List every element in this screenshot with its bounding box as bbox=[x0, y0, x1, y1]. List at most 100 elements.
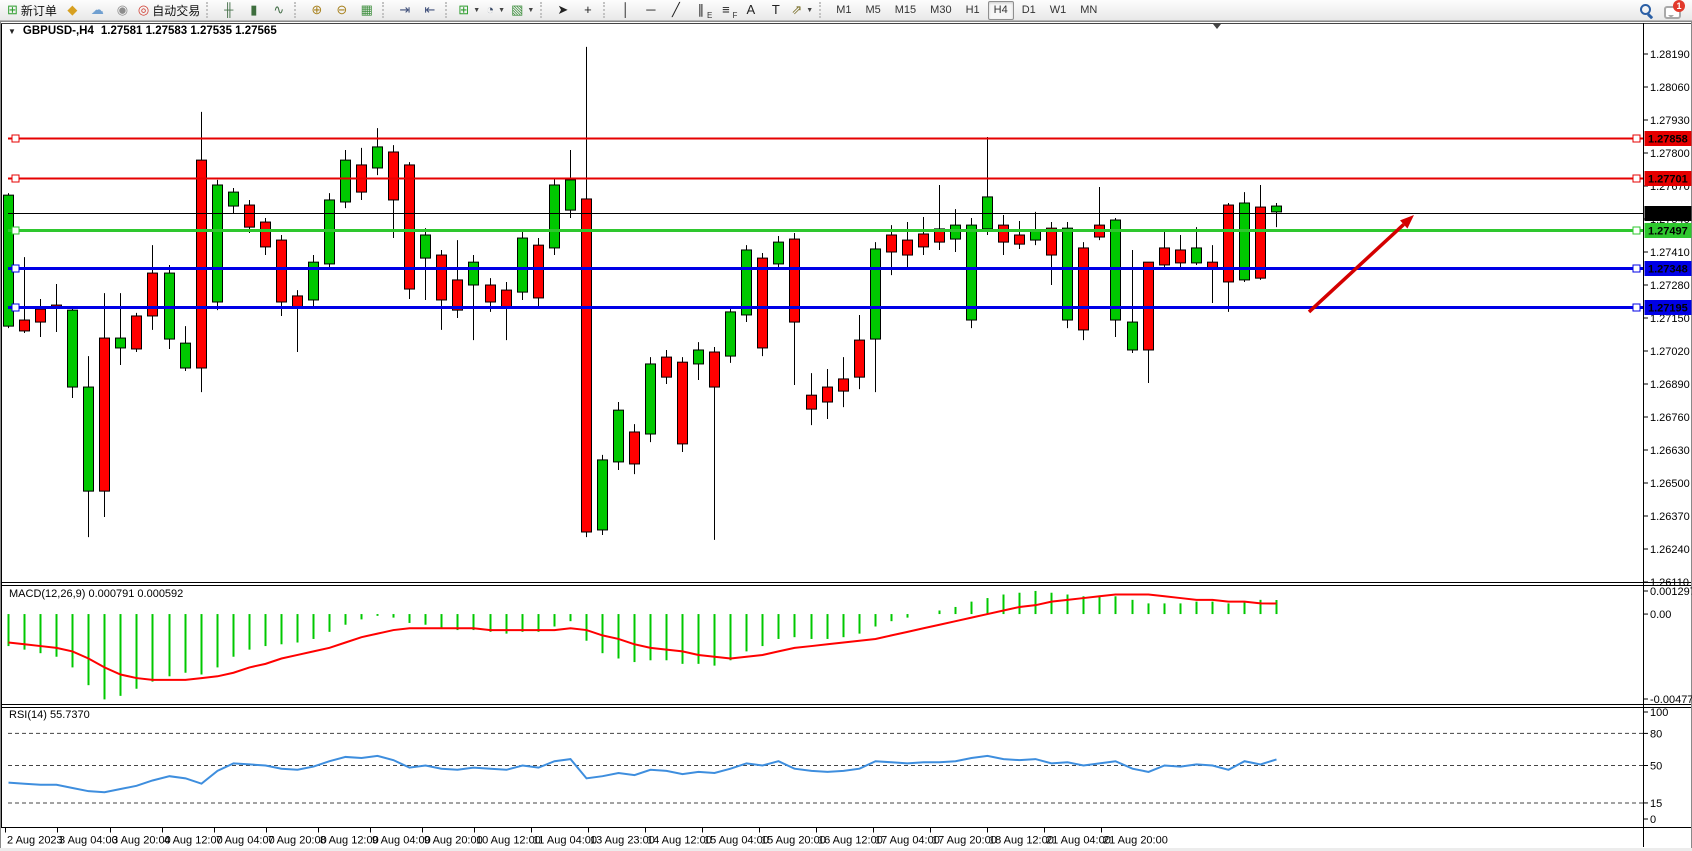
toolbar-separator bbox=[540, 2, 547, 18]
svg-text:0.00: 0.00 bbox=[1650, 609, 1671, 621]
chart-title: ▼ GBPUSD-,H4 1.27581 1.27583 1.27535 1.2… bbox=[8, 25, 277, 37]
svg-text:15: 15 bbox=[1650, 798, 1662, 810]
svg-text:1.27020: 1.27020 bbox=[1650, 346, 1690, 358]
chart-symbol-period: GBPUSD-,H4 bbox=[22, 25, 94, 37]
new-chart-button[interactable]: ⊞ ▼ bbox=[458, 2, 481, 17]
hline-1.27497[interactable]: 1.27497 bbox=[8, 223, 1692, 238]
zoom-in-icon[interactable]: ⊕ bbox=[311, 2, 323, 17]
svg-text:7 Aug 20:00: 7 Aug 20:00 bbox=[268, 835, 327, 847]
timeframe-M30[interactable]: M30 bbox=[930, 4, 952, 16]
chart-shift-icon[interactable]: ⇤ bbox=[424, 2, 436, 17]
svg-text:16 Aug 12:00: 16 Aug 12:00 bbox=[818, 835, 883, 847]
rsi-indicator-label: RSI(14) 55.7370 bbox=[9, 709, 90, 721]
svg-text:1.27150: 1.27150 bbox=[1650, 313, 1690, 325]
hline-1.27195[interactable]: 1.27195 bbox=[8, 300, 1692, 315]
templates-button[interactable]: ▧ ▼ bbox=[511, 2, 535, 17]
search-icon[interactable] bbox=[1638, 2, 1654, 18]
cursor-icon[interactable]: ➤ bbox=[557, 2, 569, 17]
svg-text:21 Aug 20:00: 21 Aug 20:00 bbox=[1103, 835, 1168, 847]
line-chart-icon[interactable]: ∿ bbox=[273, 2, 285, 17]
candles-layer bbox=[3, 46, 1282, 540]
new-order-button-label: 新订单 bbox=[20, 3, 57, 18]
svg-text:1.27410: 1.27410 bbox=[1650, 247, 1690, 259]
dropdown-arrow-icon: ▼ bbox=[473, 6, 481, 14]
tile-windows-icon[interactable]: ▦ bbox=[360, 2, 373, 17]
timeframe-M1[interactable]: M1 bbox=[836, 4, 852, 16]
svg-text:1.28190: 1.28190 bbox=[1650, 49, 1690, 61]
macd-indicator-label: MACD(12,26,9) 0.000791 0.000592 bbox=[9, 588, 184, 600]
svg-text:1.27280: 1.27280 bbox=[1650, 280, 1690, 292]
vertical-line-icon[interactable]: │ bbox=[621, 2, 630, 17]
svg-text:11 Aug 04:00: 11 Aug 04:00 bbox=[533, 835, 597, 847]
svg-text:10 Aug 12:00: 10 Aug 12:00 bbox=[476, 835, 541, 847]
periods-button[interactable]: ◔ ▼ bbox=[486, 2, 506, 17]
horizontal-line-icon[interactable]: ─ bbox=[646, 2, 656, 17]
svg-text:14 Aug 12:00: 14 Aug 12:00 bbox=[647, 835, 712, 847]
trend-arrow[interactable] bbox=[1307, 214, 1414, 314]
chart-canvas[interactable]: 1.281901.280601.279301.278001.276701.275… bbox=[0, 21, 1692, 851]
trendline-icon[interactable]: ╱ bbox=[671, 2, 680, 17]
mql-market-icon[interactable]: ◆ bbox=[67, 2, 78, 17]
rsi-axis[interactable]: 100 80 50 15 0 bbox=[1643, 707, 1668, 826]
text-icon[interactable]: A bbox=[746, 2, 756, 17]
hline-1.27701[interactable]: 1.27701 bbox=[8, 171, 1692, 186]
pane-borders bbox=[0, 21, 1692, 851]
svg-text:15 Aug 20:00: 15 Aug 20:00 bbox=[761, 835, 826, 847]
svg-text:18 Aug 12:00: 18 Aug 12:00 bbox=[989, 835, 1054, 847]
svg-text:8 Aug 12:00: 8 Aug 12:00 bbox=[320, 835, 379, 847]
zoom-out-icon[interactable]: ⊖ bbox=[336, 2, 348, 17]
toolbar-separator bbox=[445, 2, 452, 18]
community-icon[interactable]: ☁ bbox=[90, 2, 104, 17]
timeframe-D1[interactable]: D1 bbox=[1021, 4, 1036, 16]
candlestick-chart-icon[interactable]: ▮ bbox=[250, 2, 258, 17]
svg-text:3 Aug 04:00: 3 Aug 04:00 bbox=[59, 835, 118, 847]
macd-axis[interactable]: 0.001297 0.00 -0.004777 bbox=[1643, 586, 1692, 706]
svg-text:17 Aug 04:00: 17 Aug 04:00 bbox=[875, 835, 940, 847]
hline-1.27565[interactable]: 1.27565 bbox=[8, 206, 1692, 221]
auto-trading-button[interactable]: ◎ 自动交易 bbox=[137, 2, 201, 18]
arrows-icon[interactable]: ⇗ ▼ bbox=[791, 2, 814, 17]
svg-text:13 Aug 23:00: 13 Aug 23:00 bbox=[590, 835, 655, 847]
timeframe-H4[interactable]: H4 bbox=[987, 0, 1014, 20]
notifications-icon[interactable]: 1 bbox=[1664, 0, 1685, 19]
hline-1.27858[interactable]: 1.27858 bbox=[8, 131, 1692, 146]
hline-1.27348[interactable]: 1.27348 bbox=[8, 261, 1692, 276]
crosshair-icon[interactable]: + bbox=[584, 2, 592, 17]
svg-text:-0.004777: -0.004777 bbox=[1650, 694, 1692, 706]
timeframe-MN[interactable]: MN bbox=[1080, 4, 1098, 16]
svg-text:1.26240: 1.26240 bbox=[1650, 544, 1690, 556]
svg-text:0: 0 bbox=[1650, 814, 1656, 826]
chart-collapse-icon[interactable]: ▼ bbox=[8, 26, 16, 36]
svg-text:1.26110: 1.26110 bbox=[1650, 577, 1689, 589]
equidistant-channel-icon[interactable]: ∥ E bbox=[697, 2, 713, 20]
fibonacci-icon[interactable]: ≡ F bbox=[722, 2, 738, 20]
new-order-button[interactable]: ⊞ 新订单 bbox=[7, 2, 57, 18]
svg-text:2 Aug 2023: 2 Aug 2023 bbox=[7, 835, 63, 847]
svg-text:1.26370: 1.26370 bbox=[1650, 511, 1690, 523]
text-label-icon[interactable]: T bbox=[771, 2, 780, 17]
svg-text:1.27930: 1.27930 bbox=[1650, 115, 1690, 127]
chart-shift-marker bbox=[1213, 24, 1221, 29]
chart-window: 1.281901.280601.279301.278001.276701.275… bbox=[0, 21, 1692, 851]
auto-scroll-icon[interactable]: ⇥ bbox=[399, 2, 411, 17]
price-axis[interactable]: 1.281901.280601.279301.278001.276701.275… bbox=[1643, 49, 1690, 589]
toolbar-separator bbox=[382, 2, 389, 18]
svg-text:1.27348: 1.27348 bbox=[1648, 264, 1688, 276]
timeframe-M15[interactable]: M15 bbox=[894, 4, 917, 16]
svg-text:1.26890: 1.26890 bbox=[1650, 379, 1690, 391]
dropdown-arrow-icon: ▼ bbox=[806, 6, 814, 14]
svg-text:1.27701: 1.27701 bbox=[1648, 174, 1688, 186]
svg-text:9 Aug 04:00: 9 Aug 04:00 bbox=[372, 835, 431, 847]
bar-chart-icon[interactable]: ╫ bbox=[224, 2, 234, 17]
timeframe-H1[interactable]: H1 bbox=[965, 4, 980, 16]
svg-text:1.27800: 1.27800 bbox=[1650, 148, 1690, 160]
svg-text:1.27858: 1.27858 bbox=[1648, 134, 1688, 146]
timeframe-W1[interactable]: W1 bbox=[1049, 4, 1067, 16]
dropdown-arrow-icon: ▼ bbox=[498, 6, 506, 14]
notification-badge: 1 bbox=[1673, 0, 1685, 12]
svg-text:100: 100 bbox=[1650, 707, 1668, 719]
signals-icon[interactable]: ◉ bbox=[116, 2, 129, 17]
timeframe-M5[interactable]: M5 bbox=[865, 4, 881, 16]
toolbar: ⊞ 新订单 ◆ ☁ ◉ ◎ 自动交易 ╫ ▮ ∿ ⊕ ⊖ ▦ ⇥ ⇤ ⊞ ▼ ◔ ▼ ▧ ▼ ➤ + │ ─ ╱ ∥ E ≡ F A T ⇗ ▼ M… bbox=[0, 0, 1692, 21]
